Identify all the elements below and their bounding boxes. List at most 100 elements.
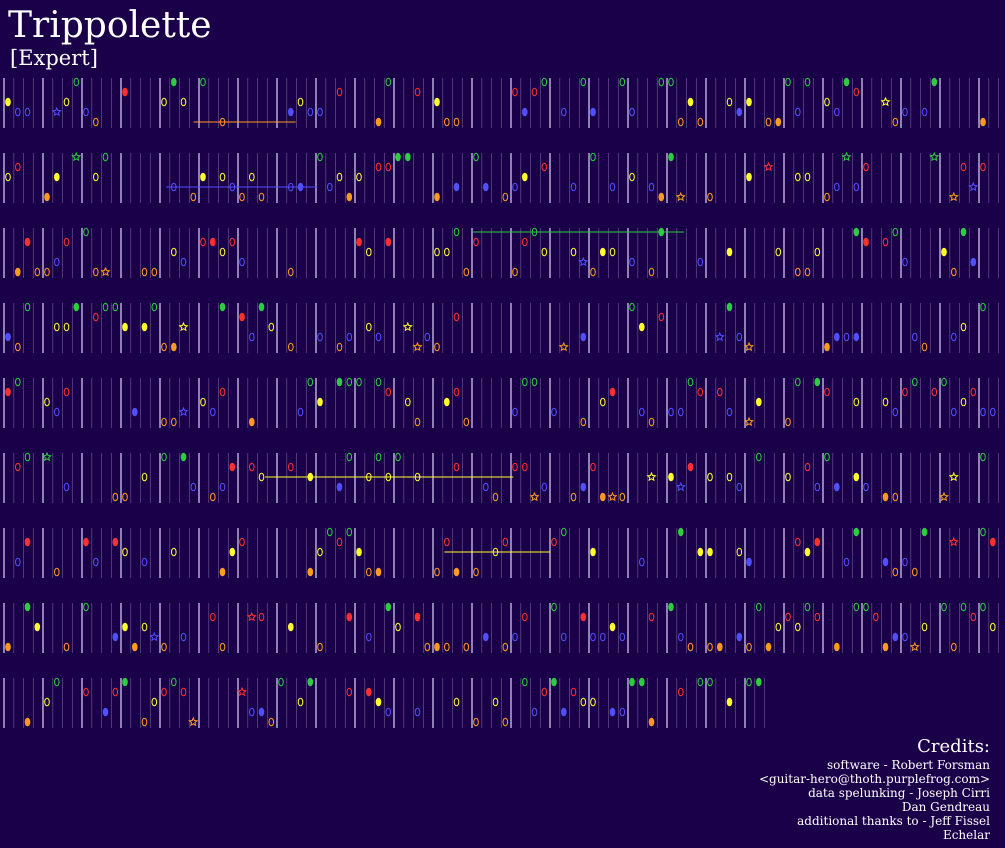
note-gem	[590, 462, 596, 472]
note-gem	[678, 632, 684, 642]
note-gem	[258, 192, 265, 202]
note-gem	[63, 322, 70, 332]
note-gem	[795, 377, 801, 387]
note-gem	[307, 377, 314, 387]
note-gem	[288, 462, 294, 472]
note-gem	[210, 237, 216, 247]
note-gem	[931, 77, 938, 87]
note-gem	[327, 527, 333, 537]
note-gem	[980, 407, 986, 417]
note-gem	[541, 482, 548, 492]
note-gem	[102, 152, 109, 162]
note-gem	[210, 492, 216, 502]
note-gem	[453, 387, 460, 397]
note-gem	[639, 677, 645, 687]
note-gem	[814, 482, 821, 492]
note-gem	[385, 387, 392, 397]
note-gem	[405, 152, 411, 162]
note-gem	[795, 172, 801, 182]
note-gem	[648, 612, 655, 622]
note-gem	[736, 632, 743, 642]
note-gem	[278, 677, 284, 687]
star-note	[607, 491, 618, 502]
note-gem	[678, 527, 684, 537]
note-gem	[980, 162, 986, 172]
note-gem	[775, 622, 782, 632]
note-gem	[882, 237, 889, 247]
note-gem	[912, 567, 918, 577]
note-gem	[531, 377, 538, 387]
note-gem	[63, 387, 70, 397]
note-gem	[639, 322, 645, 332]
star-note	[841, 151, 852, 162]
note-gem	[795, 537, 801, 547]
note-gem	[112, 687, 119, 697]
note-gem	[375, 332, 382, 342]
star-note	[948, 471, 959, 482]
note-gem	[219, 172, 226, 182]
note-gem	[600, 632, 606, 642]
note-gem	[531, 227, 538, 237]
note-gem	[161, 97, 167, 107]
note-gem	[590, 697, 596, 707]
note-gem	[93, 117, 99, 127]
note-gem	[473, 717, 479, 727]
note-gem	[336, 342, 343, 352]
note-gem	[882, 397, 889, 407]
note-gem	[180, 632, 187, 642]
note-gem	[307, 107, 314, 117]
note-gem	[882, 492, 889, 502]
note-gem	[307, 677, 314, 687]
note-gem	[141, 557, 148, 567]
note-gem	[775, 247, 782, 257]
note-gem	[619, 632, 626, 642]
note-gem	[619, 707, 626, 717]
star-note	[402, 321, 413, 332]
note-gem	[444, 537, 450, 547]
note-gem	[707, 192, 713, 202]
note-gem	[863, 602, 869, 612]
note-gem	[697, 387, 704, 397]
star-note	[948, 191, 959, 202]
note-gem	[219, 567, 226, 577]
note-gem	[726, 97, 733, 107]
note-gem	[424, 332, 431, 342]
note-gem	[941, 602, 947, 612]
note-gem	[190, 192, 197, 202]
note-gem	[219, 247, 226, 257]
star-note	[909, 641, 920, 652]
note-gem	[648, 182, 655, 192]
note-gem	[366, 322, 372, 332]
note-gem	[902, 387, 908, 397]
note-gem	[317, 152, 323, 162]
note-gem	[960, 227, 967, 237]
note-gem	[24, 237, 31, 247]
star-note	[744, 416, 754, 427]
note-gem	[765, 117, 772, 127]
note-gem	[297, 407, 304, 417]
note-gem	[853, 182, 860, 192]
note-gem	[522, 612, 528, 622]
note-gem	[102, 707, 109, 717]
note-gem	[687, 462, 694, 472]
note-gem	[531, 707, 538, 717]
note-gem	[697, 117, 704, 127]
note-gem	[14, 377, 21, 387]
note-gem	[385, 237, 392, 247]
note-gem	[24, 452, 31, 462]
note-gem	[161, 342, 167, 352]
note-gem	[112, 537, 119, 547]
note-gem	[892, 492, 899, 502]
note-gem	[385, 472, 392, 482]
note-gem	[141, 472, 148, 482]
note-gem	[434, 97, 440, 107]
note-gem	[561, 632, 567, 642]
note-gem	[492, 492, 499, 502]
note-gem	[327, 182, 333, 192]
note-gem	[697, 547, 704, 557]
star-note	[42, 451, 52, 462]
note-gem	[522, 172, 528, 182]
note-gem	[561, 707, 567, 717]
note-gem	[853, 527, 860, 537]
note-gem	[161, 687, 167, 697]
